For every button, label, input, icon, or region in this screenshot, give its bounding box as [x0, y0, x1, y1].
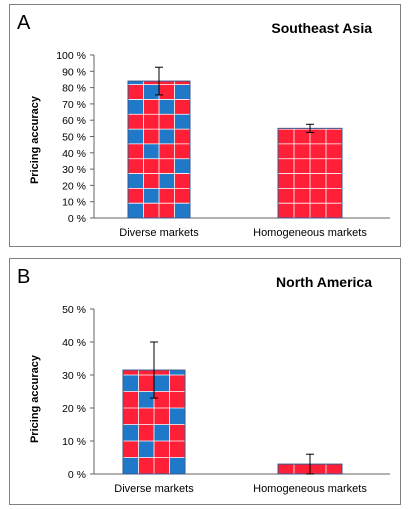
bar-cell-blue — [159, 99, 175, 115]
bar-cell-blue — [123, 375, 139, 392]
y-tick-label: 100 % — [56, 50, 86, 62]
chart-title: Southeast Asia — [271, 20, 372, 36]
bar-cell-blue — [138, 441, 154, 458]
y-tick-label: 20 % — [62, 180, 86, 192]
x-category-label: Homogeneous markets — [253, 227, 367, 239]
chart-southeast-asia: A Southeast Asia Pricing accuracy 0 % 10 … — [17, 12, 390, 239]
bar-cell-blue — [159, 129, 175, 144]
bar-cell-blue — [174, 84, 190, 100]
bar-cell-blue — [143, 143, 159, 159]
panel-b: B North America Pricing accuracy 0 % 10 %… — [9, 258, 401, 505]
panel-letter: A — [17, 12, 31, 34]
y-tick-label: 10 % — [62, 197, 86, 209]
bar-cell-blue — [128, 99, 144, 115]
bar-cell-blue — [128, 173, 144, 189]
bar-cell-blue — [128, 129, 144, 144]
y-axis-label: Pricing accuracy — [29, 354, 41, 443]
y-axis-label: Pricing accuracy — [29, 95, 41, 184]
y-tick-label: 40 % — [62, 148, 86, 160]
bar-cell-blue — [128, 203, 144, 218]
x-category-label: Homogeneous markets — [253, 483, 367, 495]
y-tick-label: 80 % — [62, 83, 86, 95]
bar-diverse-markets — [127, 80, 191, 219]
bar-cell-blue — [169, 457, 185, 474]
plot-area: 0 % 10 % 20 % 30 % 40 % 50 % 60 % 70 % 80 % 90 % 1… — [56, 50, 390, 239]
chart-north-america: B North America Pricing accuracy 0 % 10 %… — [17, 266, 390, 495]
bar-cell-blue — [154, 424, 170, 441]
bar-cell-blue — [154, 375, 170, 392]
y-tick-label: 0 % — [68, 469, 86, 481]
panel-letter: B — [17, 266, 30, 288]
y-tick-label: 10 % — [62, 436, 86, 448]
bar-cell-blue — [123, 457, 139, 474]
y-tick-label: 0 % — [68, 213, 86, 225]
y-tick-label: 30 % — [62, 164, 86, 176]
x-category-label: Diverse markets — [114, 483, 194, 495]
y-tick-label: 60 % — [62, 115, 86, 127]
y-tick-label: 30 % — [62, 370, 86, 382]
y-tick-label: 90 % — [62, 66, 86, 78]
bar-cell-blue — [169, 370, 185, 375]
bar-cell-blue — [143, 188, 159, 204]
bar-homogeneous-markets — [277, 127, 343, 219]
bar-cell-blue — [123, 424, 139, 441]
bar-cell-blue — [143, 84, 159, 100]
y-tick-label: 20 % — [62, 403, 86, 415]
bar-cell-blue — [174, 203, 190, 218]
y-tick-label: 50 % — [62, 132, 86, 144]
bar-cell-blue — [174, 158, 190, 174]
panel-a: A Southeast Asia Pricing accuracy 0 % 10 … — [9, 4, 401, 247]
bar-cell-blue — [169, 408, 185, 425]
x-category-label: Diverse markets — [119, 227, 199, 239]
chart-title: North America — [276, 274, 372, 290]
y-tick-label: 40 % — [62, 337, 86, 349]
plot-area: 0 % 10 % 20 % 30 % 40 % 50 % Diverse markets Ho… — [62, 304, 390, 495]
y-tick-label: 50 % — [62, 304, 86, 316]
bar-cell-blue — [174, 114, 190, 130]
y-tick-label: 70 % — [62, 99, 86, 111]
bar-cell-blue — [138, 391, 154, 408]
bar-cell-blue — [128, 81, 144, 85]
bar-cell-blue — [159, 173, 175, 189]
